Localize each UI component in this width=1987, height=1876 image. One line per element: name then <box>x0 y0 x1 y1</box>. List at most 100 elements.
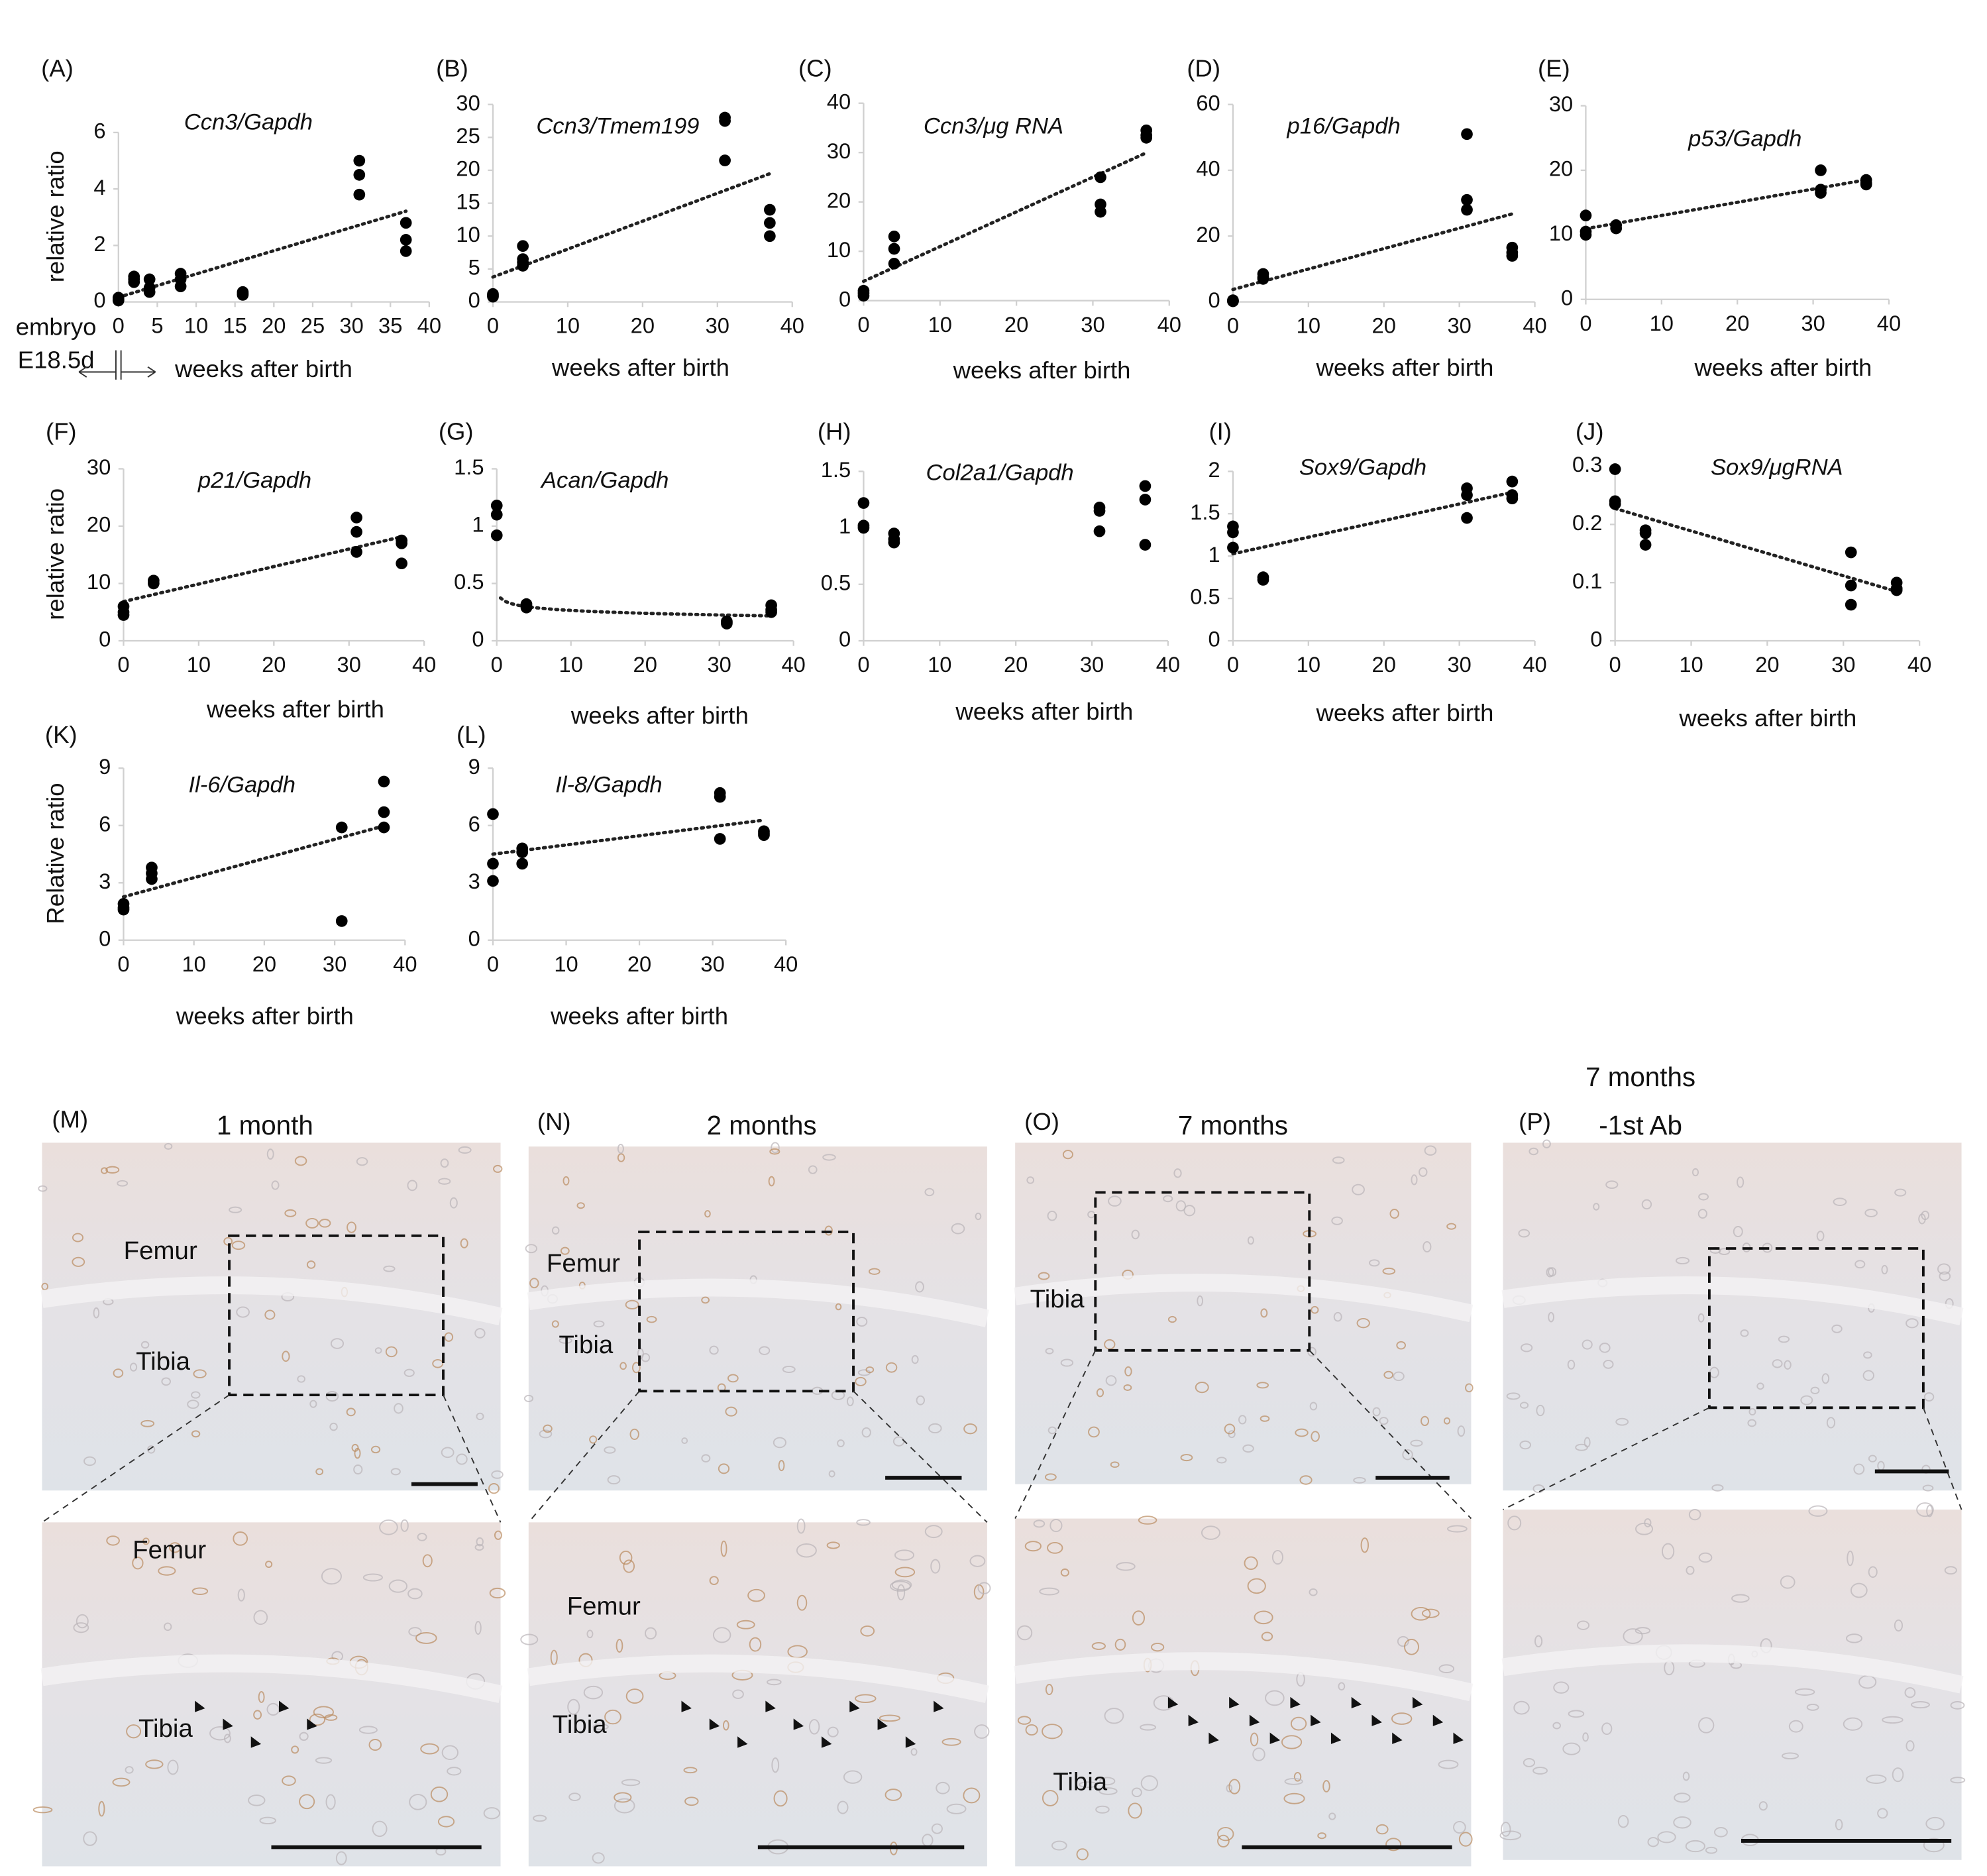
chart-panel: (A) Ccn3/Gapdh weeks after birth relative r… <box>16 54 441 382</box>
chart-panel: (D) p16/Gapdh weeks after birth 0 20 40 60 0 10 2… <box>1187 54 1546 381</box>
cell <box>593 1320 605 1328</box>
cell <box>1396 1341 1407 1350</box>
y-tick-label: 1 <box>839 514 851 538</box>
cell <box>315 1468 324 1476</box>
point <box>516 857 529 870</box>
panel-label: (I) <box>1208 417 1231 445</box>
chart-panel: (C) Ccn3/μg RNA weeks after birth 0 10 20 30 40… <box>798 54 1181 384</box>
tissue-label: Femur <box>547 1249 620 1278</box>
cell <box>911 1354 919 1364</box>
cell <box>1506 1392 1521 1400</box>
x-tick-label: 35 <box>378 313 402 338</box>
cell <box>1307 1347 1316 1357</box>
cell <box>1850 1582 1868 1598</box>
trendline <box>121 824 386 899</box>
cell <box>551 1320 559 1328</box>
x-tick-label: 40 <box>417 313 441 338</box>
cell <box>126 1724 142 1739</box>
panel-label: (E) <box>1538 54 1570 82</box>
tissue-image <box>42 1142 501 1491</box>
y-tick-label: 0 <box>99 627 111 651</box>
point <box>721 616 733 629</box>
cell <box>1017 1716 1032 1725</box>
arrowhead <box>934 1700 944 1712</box>
cell <box>683 1767 698 1774</box>
chart-title: Il-6/Gapdh <box>188 772 295 797</box>
y-tick-label: 0.5 <box>1190 584 1220 609</box>
cell <box>474 1621 482 1635</box>
cell <box>1254 1610 1273 1625</box>
cell <box>1635 1627 1651 1635</box>
cell <box>1698 1193 1709 1201</box>
point <box>143 286 156 298</box>
cell <box>1833 1197 1847 1206</box>
cell <box>808 1719 820 1735</box>
cell <box>1647 1837 1659 1848</box>
cell <box>855 1376 867 1386</box>
point <box>128 276 140 288</box>
point <box>350 512 362 524</box>
cell <box>614 1792 632 1803</box>
cell <box>432 1358 444 1368</box>
tissue-image <box>1503 1510 1962 1860</box>
chart-title: Ccn3/Gapdh <box>184 110 313 135</box>
cell <box>1389 1209 1399 1219</box>
cell <box>837 1439 845 1447</box>
cell <box>709 1345 719 1355</box>
chart-title: Ccn3/μg RNA <box>924 113 1063 138</box>
point <box>857 287 870 300</box>
cell <box>1657 1831 1676 1844</box>
joint-space <box>1014 1652 1474 1702</box>
cell <box>1411 1174 1418 1186</box>
tissue-label: Tibia <box>136 1347 191 1376</box>
point <box>396 557 407 570</box>
cell <box>142 1537 150 1545</box>
cell <box>720 1540 727 1557</box>
x-tick-label: 0 <box>1609 652 1621 677</box>
cell <box>1453 1820 1466 1834</box>
chart-panel: (G) Acan/Gapdh weeks after birth 0 0.5 1 1.5 0 1… <box>439 417 806 729</box>
x-tick-label: 20 <box>627 952 651 976</box>
cell <box>237 1588 245 1602</box>
cell <box>1747 1419 1757 1427</box>
cell <box>309 1713 326 1726</box>
cell <box>1228 1779 1241 1794</box>
joint-space <box>1014 1274 1474 1323</box>
cell <box>1868 1566 1878 1578</box>
chart-title: Il-8/Gapdh <box>555 772 663 797</box>
arrowhead <box>1371 1714 1382 1726</box>
cell <box>1923 1392 1935 1402</box>
cell <box>1108 1195 1122 1207</box>
cell <box>38 1185 48 1192</box>
cell <box>928 1423 942 1434</box>
panel-label: (C) <box>798 54 832 82</box>
cell <box>140 1341 150 1349</box>
panel-title: -1st Ab <box>1599 1110 1682 1140</box>
cell <box>420 1743 439 1755</box>
panel-label: (G) <box>439 417 474 445</box>
cell <box>1601 1722 1613 1736</box>
point <box>378 821 390 834</box>
y-tick-label: 60 <box>1196 90 1220 115</box>
cell <box>449 1197 458 1209</box>
x-tick-label: 40 <box>782 652 806 677</box>
cell <box>604 1709 621 1725</box>
cell <box>1039 1587 1059 1596</box>
point <box>237 287 249 300</box>
cell <box>1519 1440 1531 1450</box>
x-tick-label: 20 <box>1004 652 1028 677</box>
x-tick-label: 0 <box>1227 313 1239 338</box>
cell <box>1697 1313 1705 1323</box>
cell <box>1247 1578 1266 1594</box>
cell <box>145 1759 164 1769</box>
x-axis-label: weeks after birth <box>551 354 729 381</box>
cell <box>1290 1716 1307 1731</box>
cell <box>617 1144 624 1154</box>
cell <box>559 1337 572 1344</box>
cell <box>1711 1484 1724 1492</box>
cell <box>749 1637 762 1652</box>
cell <box>619 1362 627 1370</box>
cell <box>1322 1780 1330 1793</box>
tissue-image <box>528 1146 987 1491</box>
